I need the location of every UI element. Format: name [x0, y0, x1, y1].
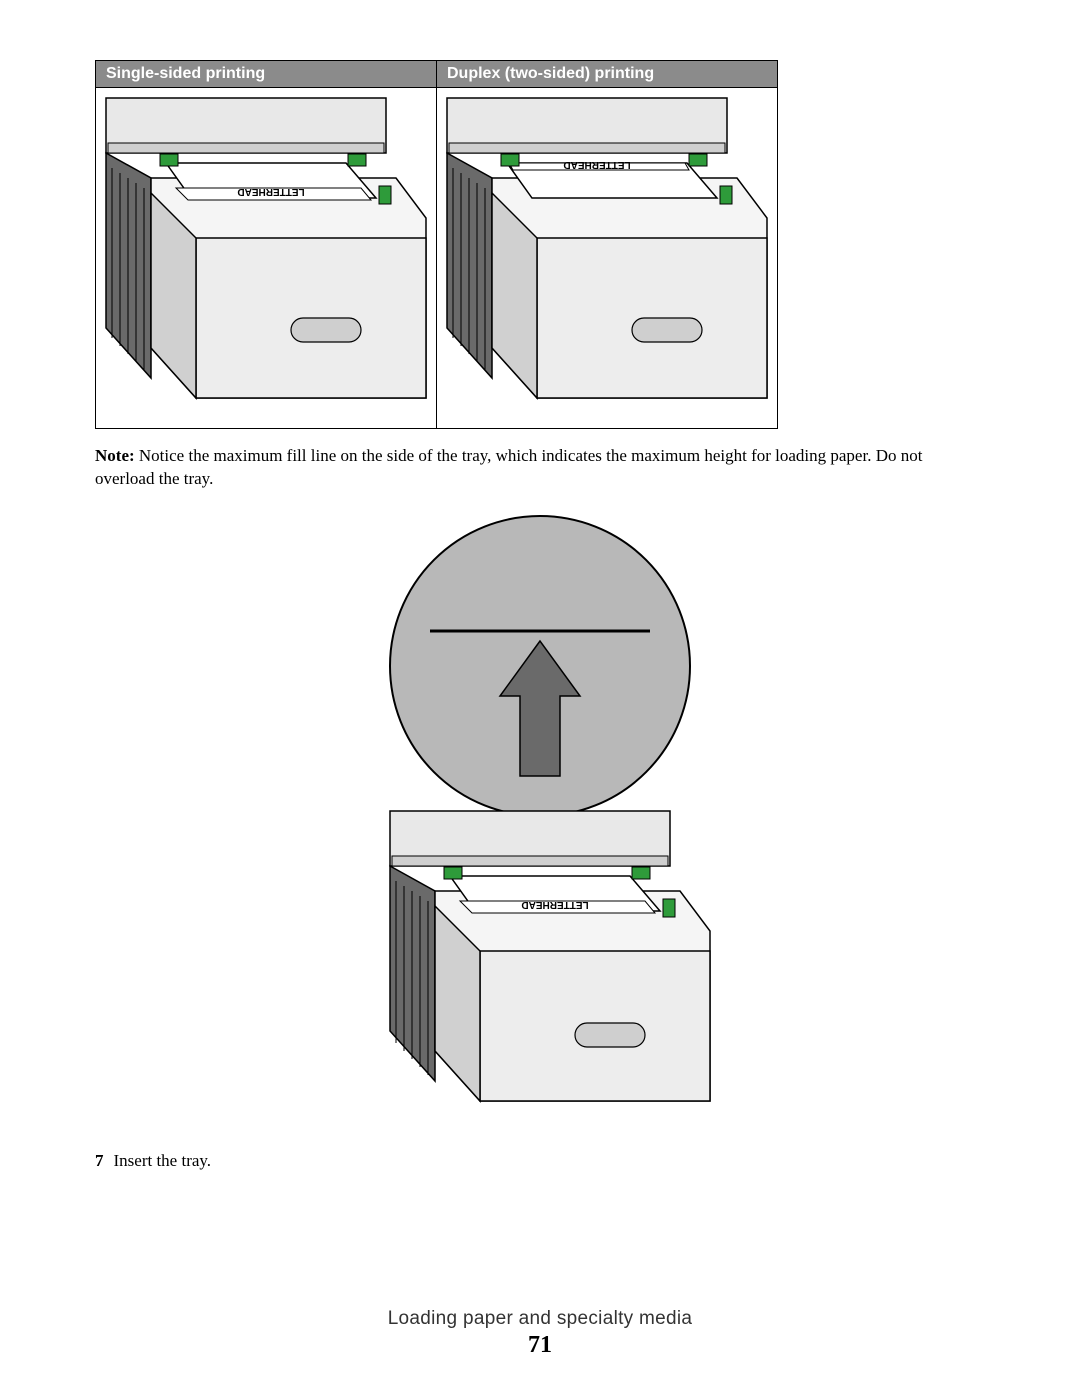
page-footer: Loading paper and specialty media 71 — [0, 1308, 1080, 1359]
footer-page-number: 71 — [0, 1332, 1080, 1359]
step-text: Insert the tray. — [114, 1151, 212, 1170]
fill-line-figure: LETTERHEAD — [95, 511, 985, 1121]
svg-text:LETTERHEAD: LETTERHEAD — [521, 899, 588, 910]
note-body: Notice the maximum fill line on the side… — [95, 446, 922, 488]
cell-single-sided: LETTERHEAD — [96, 88, 437, 429]
svg-text:LETTERHEAD: LETTERHEAD — [563, 159, 630, 170]
step-number: 7 — [95, 1151, 104, 1170]
printing-comparison-table: Single-sided printing Duplex (two-sided)… — [95, 60, 778, 429]
note-paragraph: Note: Notice the maximum fill line on th… — [95, 445, 985, 491]
step-7: 7 Insert the tray. — [95, 1151, 985, 1171]
col-header-single: Single-sided printing — [96, 61, 437, 88]
footer-section-title: Loading paper and specialty media — [0, 1308, 1080, 1330]
tray-illustration-duplex: LETTERHEAD — [437, 88, 777, 428]
svg-text:LETTERHEAD: LETTERHEAD — [237, 186, 304, 197]
cell-duplex: LETTERHEAD — [437, 88, 778, 429]
note-prefix: Note: — [95, 446, 135, 465]
col-header-duplex: Duplex (two-sided) printing — [437, 61, 778, 88]
tray-illustration-single: LETTERHEAD — [96, 88, 436, 428]
